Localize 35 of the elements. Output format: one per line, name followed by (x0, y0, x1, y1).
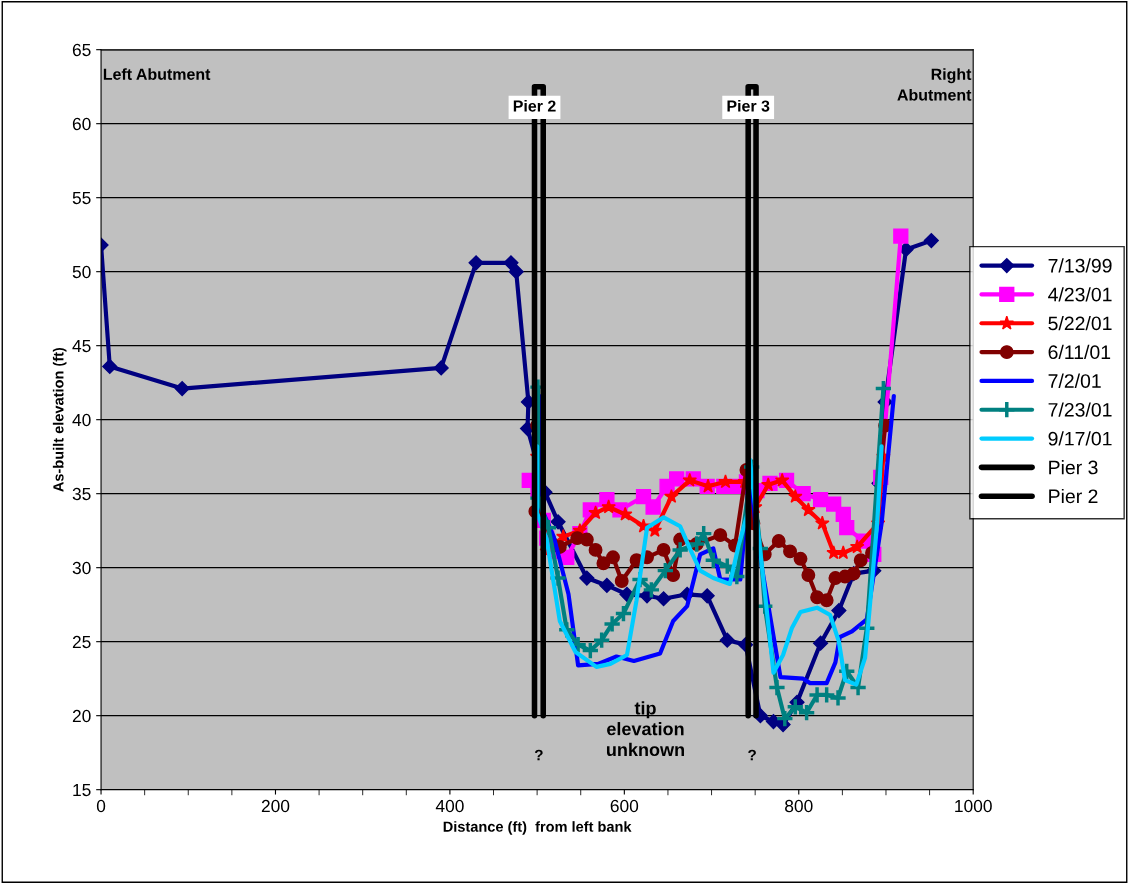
annotation: ? (534, 749, 543, 761)
y-axis-title: As-built elevation (ft) (52, 347, 67, 492)
y-tick-label: 45 (72, 340, 91, 353)
legend-label: 7/2/01 (1048, 373, 1101, 388)
x-tick-label: 0 (96, 799, 106, 813)
legend-label: 7/23/01 (1048, 402, 1112, 417)
annotation: Pier 2 (513, 99, 556, 112)
y-tick-label: 65 (72, 43, 91, 57)
y-tick-label: 30 (72, 561, 91, 575)
legend-label: 6/11/01 (1048, 344, 1111, 360)
annotation: Right Abutment (897, 68, 972, 101)
x-tick-label: 600 (610, 799, 639, 813)
y-tick-label: 35 (72, 487, 91, 501)
x-axis-title: Distance (ft) from left bank (443, 821, 632, 835)
y-tick-label: 40 (72, 413, 91, 427)
legend-label: 9/17/01 (1048, 431, 1112, 446)
y-tick-label: 55 (72, 192, 91, 205)
annotation: Left Abutment (103, 68, 211, 80)
annotation: tip elevation unknown (606, 701, 684, 757)
y-tick-label: 60 (72, 117, 91, 131)
legend-label: 7/13/99 (1048, 258, 1112, 273)
y-tick-label: 20 (72, 709, 91, 723)
x-tick-label: 1000 (955, 799, 992, 813)
x-tick-label: 200 (261, 799, 290, 813)
y-tick-label: 50 (72, 265, 91, 279)
legend-label: 4/23/01 (1048, 287, 1112, 302)
x-tick-label: 400 (435, 799, 464, 813)
annotation: Pier 3 (727, 99, 770, 112)
legend-label: 5/22/01 (1048, 315, 1112, 331)
annotation: ? (748, 749, 756, 761)
y-tick-label: 15 (73, 784, 91, 797)
y-tick-label: 25 (72, 635, 91, 649)
legend-label: Pier 2 (1049, 488, 1098, 504)
legend-label: Pier 3 (1049, 460, 1098, 475)
x-tick-label: 800 (785, 799, 813, 813)
